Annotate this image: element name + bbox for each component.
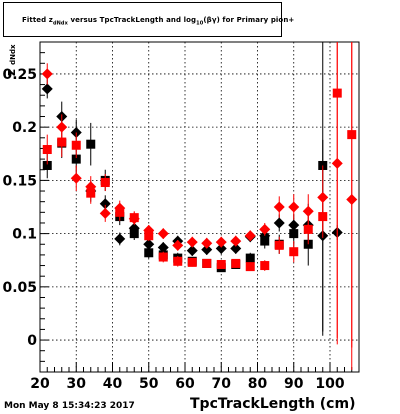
data-point-square bbox=[100, 178, 110, 188]
data-point-diamond bbox=[99, 207, 111, 219]
timestamp-footer: Mon May 8 15:34:23 2017 bbox=[4, 401, 135, 411]
x-tick-label: 100 bbox=[315, 376, 344, 392]
y-tick-label: 0.25 bbox=[2, 67, 37, 83]
data-point-diamond bbox=[99, 198, 111, 210]
data-point-diamond bbox=[41, 68, 53, 80]
data-point-square bbox=[71, 154, 81, 164]
data-point-square bbox=[274, 240, 284, 250]
data-point-square bbox=[42, 160, 52, 170]
data-point-diamond bbox=[114, 233, 126, 245]
x-tick-label: 20 bbox=[30, 376, 50, 392]
plot-frame bbox=[39, 41, 360, 373]
x-tick-label: 60 bbox=[175, 376, 195, 392]
data-point-diamond bbox=[302, 205, 314, 217]
data-point-square bbox=[86, 139, 96, 149]
data-point-diamond bbox=[172, 239, 184, 251]
y-tick-label: 0 bbox=[27, 333, 37, 349]
data-point-diamond bbox=[244, 230, 256, 242]
data-point-square bbox=[216, 259, 226, 269]
data-point-diamond bbox=[143, 238, 155, 250]
data-point-diamond bbox=[230, 243, 242, 255]
data-point-square bbox=[231, 258, 241, 268]
data-point-diamond bbox=[186, 236, 198, 248]
data-point-diamond bbox=[201, 244, 213, 256]
y-tick-label: 0.15 bbox=[2, 173, 37, 189]
y-tick-label: 0.2 bbox=[12, 120, 37, 136]
x-axis-label: TpcTrackLength (cm) bbox=[190, 396, 356, 412]
data-point-square bbox=[347, 130, 357, 140]
data-point-square bbox=[71, 140, 81, 150]
data-point-square bbox=[144, 248, 154, 258]
data-point-square bbox=[42, 145, 52, 155]
data-point-diamond bbox=[157, 241, 169, 253]
data-point-square bbox=[129, 229, 139, 239]
data-point-diamond bbox=[157, 228, 169, 240]
x-tick-label: 50 bbox=[139, 376, 159, 392]
data-point-diamond bbox=[41, 83, 53, 95]
data-point-diamond bbox=[215, 243, 227, 255]
data-point-diamond bbox=[288, 201, 300, 213]
y-tick-label: 0.05 bbox=[2, 280, 37, 296]
data-point-square bbox=[289, 247, 299, 257]
title-box: Fitted zdNdx versus TpcTrackLength and l… bbox=[3, 2, 294, 37]
data-point-square bbox=[173, 256, 183, 266]
y-tick-label: 0.1 bbox=[12, 227, 37, 243]
y-axis-label: z dNdx bbox=[4, 44, 18, 76]
data-point-square bbox=[144, 231, 154, 241]
data-point-square bbox=[260, 236, 270, 246]
data-point-diamond bbox=[273, 201, 285, 213]
data-point-square bbox=[187, 257, 197, 267]
data-point-square bbox=[202, 258, 212, 268]
data-point-square bbox=[245, 253, 255, 263]
data-point-diamond bbox=[186, 245, 198, 257]
data-series bbox=[41, 42, 358, 370]
data-point-diamond bbox=[70, 172, 82, 184]
data-point-square bbox=[332, 88, 342, 98]
data-point-diamond bbox=[215, 236, 227, 248]
x-tick-label: 40 bbox=[103, 376, 123, 392]
axis-ticks: 20 30 40 50 60 70 80 90 100 0 0.05 0.1 0.15 0.2 0.25 bbox=[2, 52, 353, 392]
chart-title: Fitted zdNdx versus TpcTrackLength and l… bbox=[22, 16, 295, 27]
data-point-square bbox=[245, 262, 255, 272]
x-tick-label: 30 bbox=[67, 376, 87, 392]
data-point-square bbox=[57, 137, 67, 147]
x-tick-label: 90 bbox=[284, 376, 304, 392]
data-point-diamond bbox=[56, 121, 68, 133]
data-point-square bbox=[318, 212, 328, 222]
x-tick-label: 80 bbox=[248, 376, 268, 392]
data-point-square bbox=[115, 207, 125, 217]
data-point-square bbox=[289, 229, 299, 239]
grid-lines bbox=[40, 42, 359, 372]
data-point-square bbox=[158, 252, 168, 262]
data-point-square bbox=[129, 213, 139, 223]
data-point-square bbox=[86, 188, 96, 198]
data-point-diamond bbox=[230, 235, 242, 247]
data-point-diamond bbox=[259, 223, 271, 235]
data-point-square bbox=[303, 224, 313, 234]
data-point-square bbox=[260, 261, 270, 271]
data-point-diamond bbox=[201, 237, 213, 249]
x-tick-label: 70 bbox=[212, 376, 232, 392]
data-point-diamond bbox=[273, 217, 285, 229]
